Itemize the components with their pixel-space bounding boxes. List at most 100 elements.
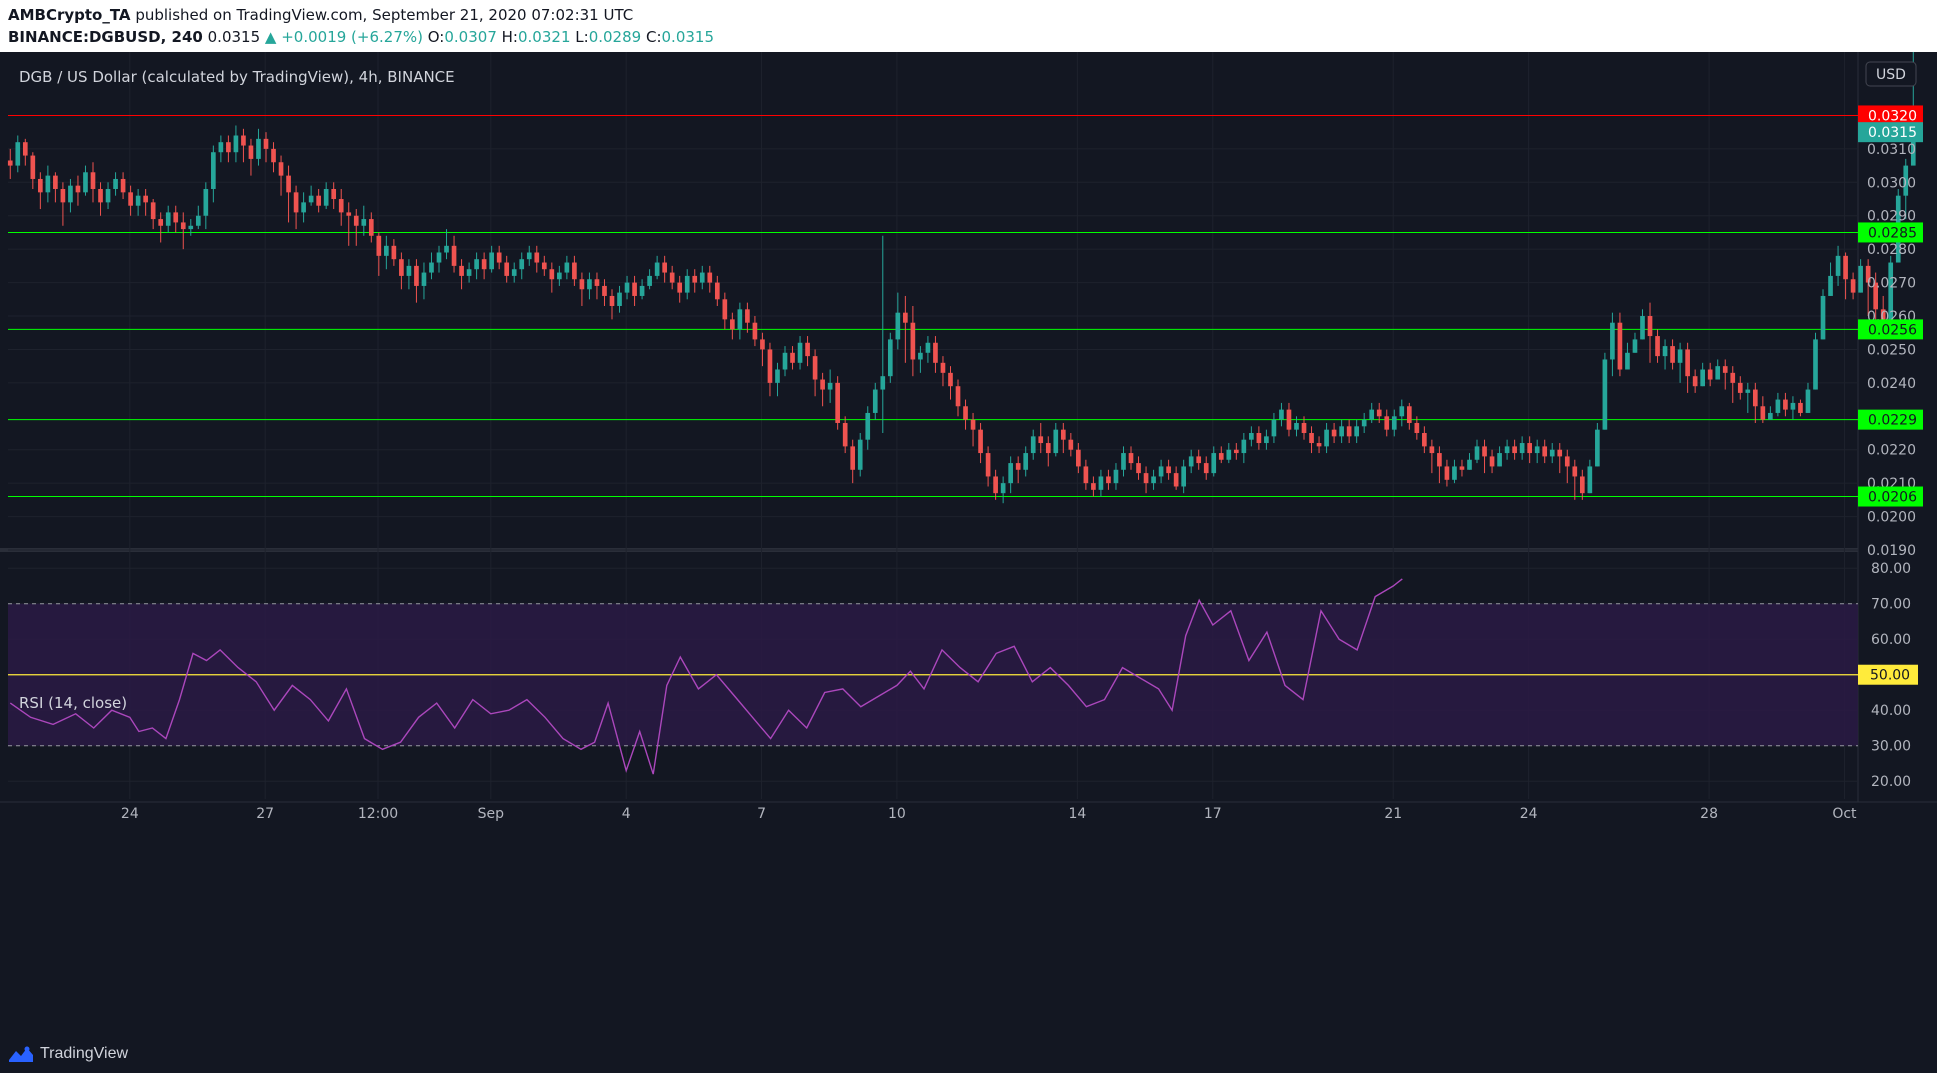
x-tick-label: 7	[757, 806, 766, 822]
candle-body	[1143, 473, 1149, 484]
x-tick-label: 10	[888, 806, 906, 822]
candle-body	[857, 439, 863, 470]
candle	[1534, 439, 1540, 464]
candle	[1662, 339, 1668, 370]
support-level-tag	[1858, 222, 1923, 243]
candle	[481, 252, 487, 280]
candle	[1196, 449, 1202, 470]
candle	[519, 252, 525, 280]
candle	[98, 182, 103, 216]
candle-body	[1324, 429, 1329, 447]
candle	[1015, 456, 1021, 484]
candle-body	[1677, 349, 1683, 363]
candle-body	[790, 352, 795, 363]
chart-canvas[interactable]: 24 27 12:00 Sep 4 7 10 14 17 21 24 28 Oct 0.0310 0.030…	[0, 52, 1937, 1035]
candle-body	[1211, 453, 1217, 474]
candle-body	[940, 362, 946, 373]
candle-body	[256, 138, 261, 159]
candle	[707, 265, 713, 293]
candle	[669, 265, 675, 290]
candle	[632, 275, 637, 306]
candle-body	[1233, 449, 1239, 454]
candle-body	[286, 175, 291, 193]
candle-body	[1384, 416, 1390, 430]
candle	[1579, 469, 1585, 500]
candle	[1587, 459, 1593, 494]
tradingview-logo[interactable]: TradingView	[8, 1045, 128, 1063]
candle-body	[707, 272, 713, 283]
candle	[872, 382, 878, 420]
candle-body	[850, 446, 856, 470]
candle-body	[1068, 439, 1074, 450]
candle-body	[1203, 463, 1209, 474]
candle-body	[1196, 456, 1202, 464]
candle	[887, 332, 893, 383]
candle	[925, 336, 931, 363]
candle-body	[1768, 412, 1773, 420]
candle	[910, 305, 916, 377]
y-tick-label: 0.0190	[1867, 543, 1916, 559]
candle	[353, 209, 359, 246]
candle	[812, 349, 818, 397]
candle-body	[421, 272, 427, 286]
candle	[1256, 426, 1262, 450]
candle-body	[948, 372, 953, 387]
candle-body	[526, 252, 532, 260]
candle	[775, 362, 780, 397]
candle	[1437, 446, 1442, 484]
candle-body	[1030, 436, 1036, 454]
tradingview-brand: TradingView	[40, 1045, 129, 1062]
candle	[165, 205, 171, 233]
candle-body	[1015, 463, 1021, 470]
candle-body	[1497, 453, 1502, 467]
candle-body	[519, 259, 525, 270]
y-tick-label: 0.0220	[1867, 443, 1916, 459]
candle-body	[1173, 473, 1179, 487]
candle-body	[1459, 466, 1465, 470]
candle-body	[1587, 466, 1593, 494]
price-change: ▲ +0.0019 (+6.27%)	[264, 28, 423, 46]
author-name[interactable]: AMBCrypto_TA	[8, 6, 131, 24]
candle	[1008, 456, 1013, 494]
candle	[1828, 262, 1833, 296]
candle	[158, 212, 164, 243]
candle	[714, 275, 720, 306]
candle	[459, 259, 464, 290]
candle-body	[1549, 449, 1555, 457]
candle-body	[1685, 349, 1690, 377]
candle-body	[1406, 406, 1412, 423]
candle-body	[1700, 369, 1705, 387]
y-tick-label: 0.0200	[1867, 510, 1916, 526]
candle	[1865, 259, 1871, 317]
candle	[489, 245, 494, 273]
candle-body	[820, 379, 825, 390]
candle-body	[1512, 446, 1517, 454]
currency-button[interactable]: USD	[1865, 61, 1917, 87]
candle	[301, 192, 306, 223]
candle-body	[1474, 446, 1480, 460]
candle-body	[609, 295, 615, 306]
candle	[15, 135, 21, 173]
candle-body	[83, 172, 88, 193]
candle	[1346, 419, 1352, 444]
candle	[1715, 359, 1721, 380]
candle	[68, 178, 73, 213]
candle	[474, 252, 479, 280]
candle-body	[1527, 443, 1532, 454]
currency-button-label: USD	[1876, 67, 1906, 83]
candle	[1391, 409, 1397, 437]
candle	[1422, 426, 1427, 454]
candle	[790, 346, 795, 370]
candle-body	[226, 142, 231, 153]
candle	[1677, 342, 1683, 383]
support-level-label: 0.0256	[1868, 322, 1917, 338]
candle	[865, 406, 871, 450]
candle-body	[361, 219, 367, 226]
candle	[376, 232, 382, 276]
x-tick-label: 24	[1520, 806, 1538, 822]
candle	[602, 279, 607, 306]
candle	[1045, 436, 1051, 467]
candle-body	[1760, 406, 1766, 420]
candle-body	[654, 262, 660, 276]
candle	[1121, 446, 1126, 477]
